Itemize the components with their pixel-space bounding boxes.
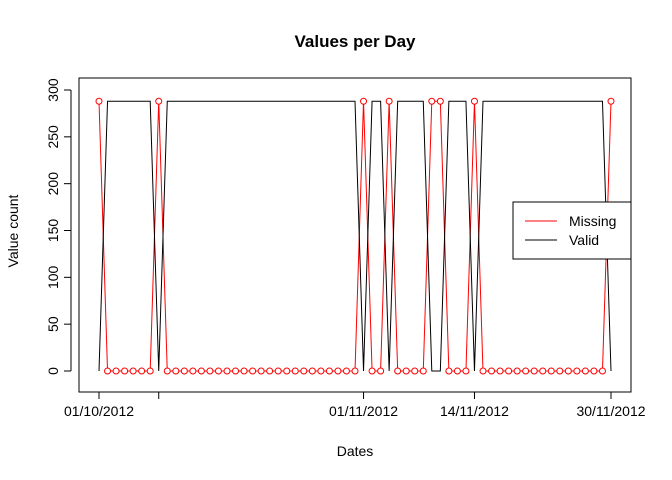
x-axis: 01/10/2012 01/11/2012 14/11/2012 30/11/2012 [64,391,646,419]
data-point-missing [505,367,513,375]
data-point-missing [129,367,137,375]
data-point-missing [274,367,282,375]
data-point-missing [206,367,214,375]
data-point-missing [470,97,478,105]
data-point-missing [112,367,120,375]
data-point-missing [325,367,333,375]
data-point-missing [95,97,103,105]
data-point-missing [146,367,154,375]
data-point-missing [283,367,291,375]
data-point-missing [394,367,402,375]
data-point-missing [402,367,410,375]
chart-title: Values per Day [295,32,417,51]
data-point-missing [138,367,146,375]
data-point-missing [598,367,606,375]
data-point-missing [445,367,453,375]
data-point-missing [428,97,436,105]
data-point-missing [291,367,299,375]
data-point-missing [342,367,350,375]
data-point-missing [590,367,598,375]
y-tick-label: 200 [45,172,61,196]
x-tick-label: 30/11/2012 [576,403,645,419]
x-tick-label: 14/11/2012 [440,403,509,419]
data-point-missing [249,367,257,375]
data-point-missing [266,367,274,375]
data-point-missing [308,367,316,375]
data-point-missing [334,367,342,375]
data-point-missing [488,367,496,375]
y-axis: 0 50 100 150 200 250 300 [45,78,72,375]
plot-area [95,97,615,375]
y-tick-label: 150 [45,219,61,243]
y-tick-label: 250 [45,125,61,149]
series-line-valid [98,100,612,372]
data-point-missing [360,97,368,105]
data-point-missing [436,97,444,105]
data-point-missing [530,367,538,375]
data-point-missing [453,367,461,375]
data-point-missing [607,97,615,105]
y-tick-label: 0 [45,367,61,375]
data-point-missing [121,367,129,375]
data-point-missing [564,367,572,375]
data-point-missing [232,367,240,375]
data-point-missing [513,367,521,375]
data-point-missing [197,367,205,375]
legend-label-valid: Valid [569,232,599,248]
data-point-missing [351,367,359,375]
data-point-missing [189,367,197,375]
data-point-missing [180,367,188,375]
data-point-missing [240,367,248,375]
legend: Missing Valid [512,201,632,260]
data-point-missing [385,97,393,105]
legend-box [512,201,632,260]
data-point-missing [317,367,325,375]
data-point-missing [155,97,163,105]
data-point-missing [300,367,308,375]
data-point-missing [223,367,231,375]
data-point-missing [163,367,171,375]
y-tick-label: 100 [45,265,61,289]
data-point-missing [172,367,180,375]
data-point-missing [547,367,555,375]
y-axis-label: Value count [5,194,21,267]
x-tick-label: 01/11/2012 [329,403,398,419]
data-point-missing [462,367,470,375]
data-point-missing [522,367,530,375]
data-point-missing [573,367,581,375]
data-point-missing [214,367,222,375]
data-point-missing [581,367,589,375]
data-point-missing [377,367,385,375]
data-point-missing [496,367,504,375]
x-tick-label: 01/10/2012 [64,403,134,419]
data-point-missing [411,367,419,375]
x-axis-label: Dates [337,443,374,459]
data-point-missing [257,367,265,375]
y-tick-label: 300 [45,78,61,102]
legend-label-missing: Missing [569,213,616,229]
data-point-missing [479,367,487,375]
data-point-missing [419,367,427,375]
y-tick-label: 50 [45,316,61,332]
data-point-missing [539,367,547,375]
data-point-missing [556,367,564,375]
data-point-missing [104,367,112,375]
data-point-missing [368,367,376,375]
